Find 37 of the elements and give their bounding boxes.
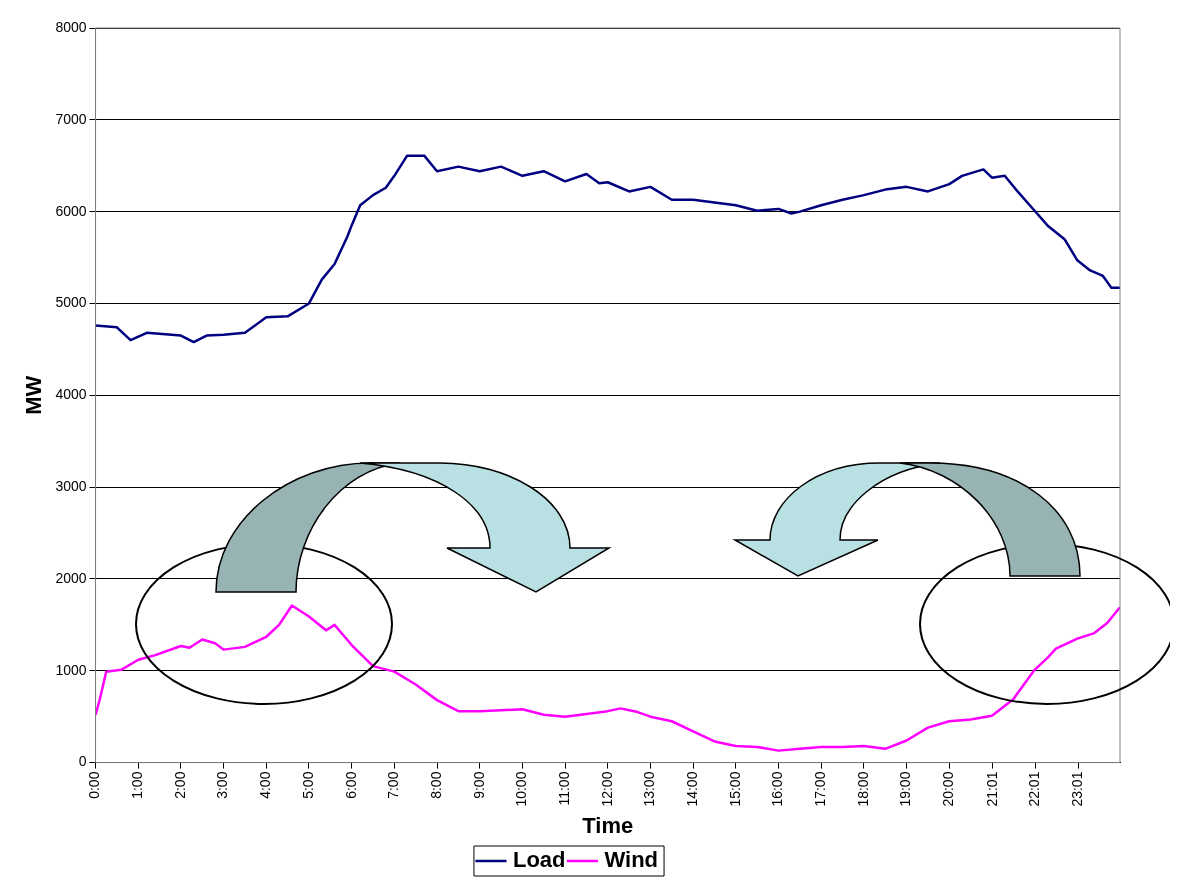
legend-label: Wind xyxy=(604,847,659,873)
y-tick-label: 4000 xyxy=(55,386,87,403)
x-tick-label: 8:00 xyxy=(427,771,444,799)
x-tick-label: 19:00 xyxy=(897,771,914,807)
x-tick-label: 22:01 xyxy=(1026,771,1043,807)
y-tick-label: 7000 xyxy=(55,110,87,127)
x-tick-label: 12:00 xyxy=(598,771,615,807)
x-tick-label: 20:00 xyxy=(940,771,957,807)
x-tick-label: 5:00 xyxy=(299,771,316,799)
x-tick-label: 10:00 xyxy=(513,771,530,807)
x-tick-label: 1:00 xyxy=(129,771,146,799)
y-tick-label: 2000 xyxy=(55,569,87,586)
x-tick-label: 9:00 xyxy=(470,771,487,799)
x-tick-label: 16:00 xyxy=(769,771,786,807)
x-tick-label: 23:01 xyxy=(1068,771,1085,807)
y-tick-label: 0 xyxy=(78,753,87,770)
x-tick-label: 18:00 xyxy=(854,771,871,807)
y-tick-label: 1000 xyxy=(55,661,87,678)
x-tick-label: 2:00 xyxy=(171,771,188,799)
x-tick-label: 21:01 xyxy=(983,771,1000,807)
y-tick-label: 3000 xyxy=(55,477,87,494)
x-tick-label: 17:00 xyxy=(812,771,829,807)
x-tick-label: 14:00 xyxy=(684,771,700,807)
x-tick-label: 3:00 xyxy=(214,771,231,799)
x-tick-label: 0:00 xyxy=(86,771,103,799)
x-tick-label: 11:00 xyxy=(555,771,572,806)
x-tick-label: 15:00 xyxy=(726,771,743,807)
x-tick-label: 4:00 xyxy=(257,771,274,799)
x-tick-label: 13:00 xyxy=(641,771,658,807)
x-axis-title: Time xyxy=(582,812,634,838)
legend-label: Load xyxy=(512,847,566,873)
x-tick-label: 6:00 xyxy=(342,771,359,799)
x-tick-label: 7:00 xyxy=(385,771,402,799)
y-tick-label: 5000 xyxy=(55,294,87,311)
y-tick-label: 6000 xyxy=(55,202,87,219)
y-axis-title: MW xyxy=(21,375,47,415)
y-tick-label: 8000 xyxy=(55,18,87,35)
